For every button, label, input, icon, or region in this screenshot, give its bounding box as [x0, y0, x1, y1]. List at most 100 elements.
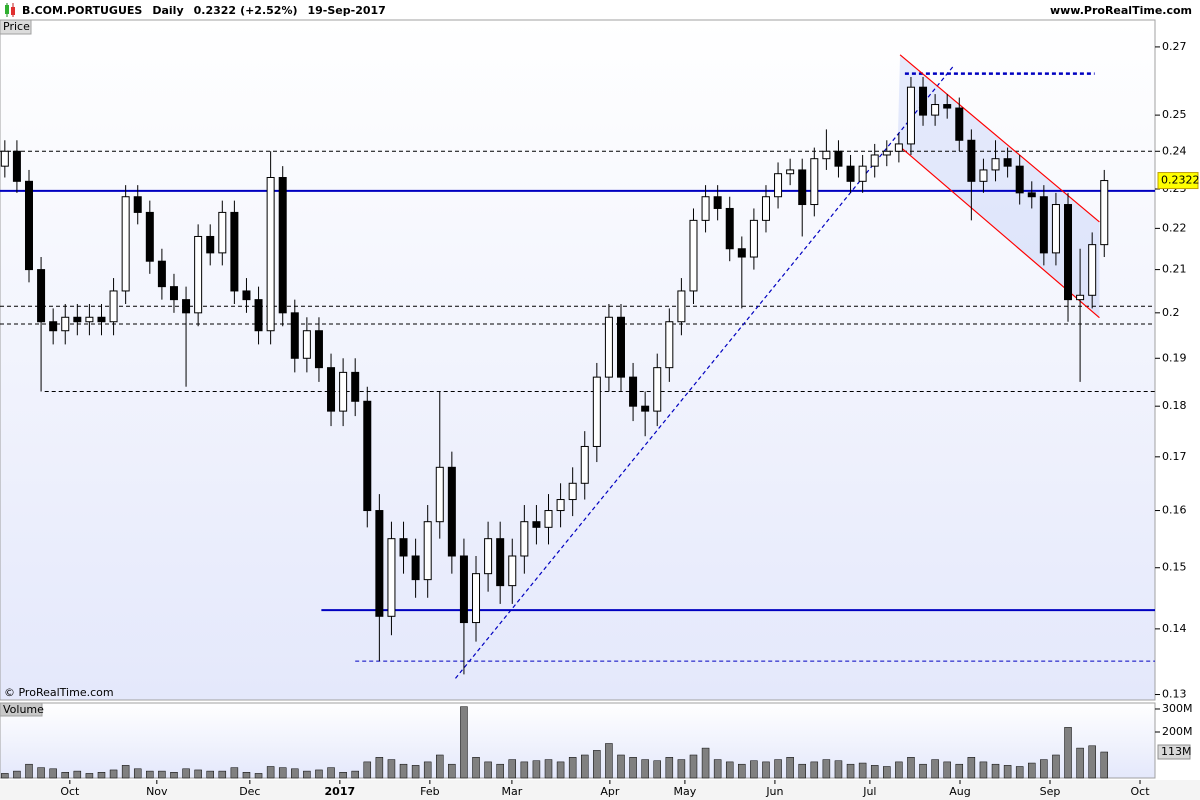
y-tick-label: 0.2 [1162, 306, 1180, 319]
volume-bar [991, 763, 1000, 779]
candle-body [520, 521, 529, 557]
candle-body [556, 499, 565, 512]
volume-bar [399, 763, 408, 779]
candle-body [544, 510, 553, 528]
volume-bar [1040, 759, 1048, 779]
candle-body [677, 290, 686, 323]
candle-body [363, 400, 372, 512]
volume-bar [170, 771, 178, 779]
volume-bar [1015, 766, 1024, 779]
candle-body [302, 330, 311, 359]
volume-bar [158, 770, 166, 779]
candle-body [906, 86, 915, 145]
volume-bar [303, 770, 311, 779]
trendline [455, 64, 955, 679]
candle-body [1076, 294, 1085, 301]
volume-bar [713, 759, 722, 779]
candle-body [351, 371, 360, 402]
volume-bar [484, 761, 492, 779]
candle-body [943, 104, 952, 109]
candle-body [182, 299, 191, 314]
candle-body [157, 260, 166, 288]
x-tick-label: Dec [239, 785, 260, 798]
candle-body [665, 321, 674, 369]
volume-bar [762, 761, 770, 779]
volume-bar [520, 761, 529, 779]
volume-bar [49, 768, 57, 779]
change: (+2.52%) [240, 4, 297, 17]
candle-body [254, 299, 263, 332]
x-tick-label: Jul [862, 785, 876, 798]
candle-body [459, 555, 468, 624]
candle-body [1100, 180, 1109, 246]
candle-body [37, 269, 46, 323]
volume-bar [967, 757, 976, 779]
volume-bar [146, 770, 154, 779]
candle-body [1064, 204, 1073, 301]
x-tick-label: Sep [1040, 785, 1061, 798]
chart-title: B.COM.PORTUGUES Daily 0.2322 (+2.52%) 19-Sep… [22, 4, 386, 17]
volume-bar [810, 761, 819, 779]
y-tick-label: 0.13 [1162, 688, 1187, 701]
candle-body [1039, 196, 1048, 254]
volume-bar [133, 768, 142, 779]
volume-bar [315, 769, 323, 779]
volume-bar [375, 757, 384, 779]
volume-bar [182, 768, 190, 779]
y-tick-label: 0.27 [1162, 40, 1187, 53]
y-tick-label: 0.18 [1162, 399, 1187, 412]
last-volume-label: 113M [1161, 745, 1192, 758]
candle-body [641, 405, 650, 412]
volume-bar [580, 754, 589, 779]
x-axis-band [0, 780, 1200, 800]
x-tick-label: Nov [146, 785, 168, 798]
volume-bar [883, 766, 891, 779]
candle-body [979, 169, 988, 182]
volume-bar [568, 757, 577, 779]
candle-body [218, 211, 227, 254]
x-tick-label: Oct [60, 785, 80, 798]
candle-body [955, 107, 964, 141]
candle-body [230, 211, 239, 292]
volume-bar [931, 759, 939, 779]
volume-bar [532, 760, 541, 779]
volume-bar [1100, 751, 1109, 779]
watermark: © ProRealTime.com [4, 686, 114, 699]
volume-bar [629, 757, 637, 779]
volume-bar [411, 765, 420, 779]
channel-fill [897, 54, 1100, 318]
candle-body [97, 316, 106, 323]
candle-body [580, 445, 589, 484]
volume-bar [689, 754, 698, 779]
period: Daily [152, 4, 183, 17]
volume-bar [895, 761, 903, 779]
volume-bar [738, 763, 746, 779]
candle-body [1003, 158, 1012, 167]
candle-body [774, 173, 783, 198]
volume-bar [544, 759, 553, 779]
y-tick-label: 0.16 [1162, 504, 1187, 517]
volume-bar [351, 770, 359, 779]
app-icon [5, 3, 15, 17]
candle-body [882, 150, 891, 156]
volume-bar [109, 769, 118, 779]
candle-body [786, 169, 795, 175]
volume-bar [423, 761, 432, 779]
x-tick-label: 2017 [325, 785, 356, 798]
volume-bar [363, 761, 372, 779]
candle-body [447, 466, 456, 557]
candle-body [822, 150, 831, 160]
candle-body [870, 154, 879, 167]
candle-body [242, 290, 251, 301]
candle-body [1027, 192, 1036, 198]
candle-body [604, 316, 613, 378]
volume-bar [870, 765, 879, 779]
volume-bar [85, 773, 94, 779]
candle-body [991, 158, 1000, 171]
website: www.ProRealTime.com [1050, 4, 1192, 17]
volume-bar [653, 760, 661, 779]
y-axis-label: Price [3, 20, 30, 33]
candle-body [484, 538, 493, 575]
volume-bar [846, 763, 855, 779]
